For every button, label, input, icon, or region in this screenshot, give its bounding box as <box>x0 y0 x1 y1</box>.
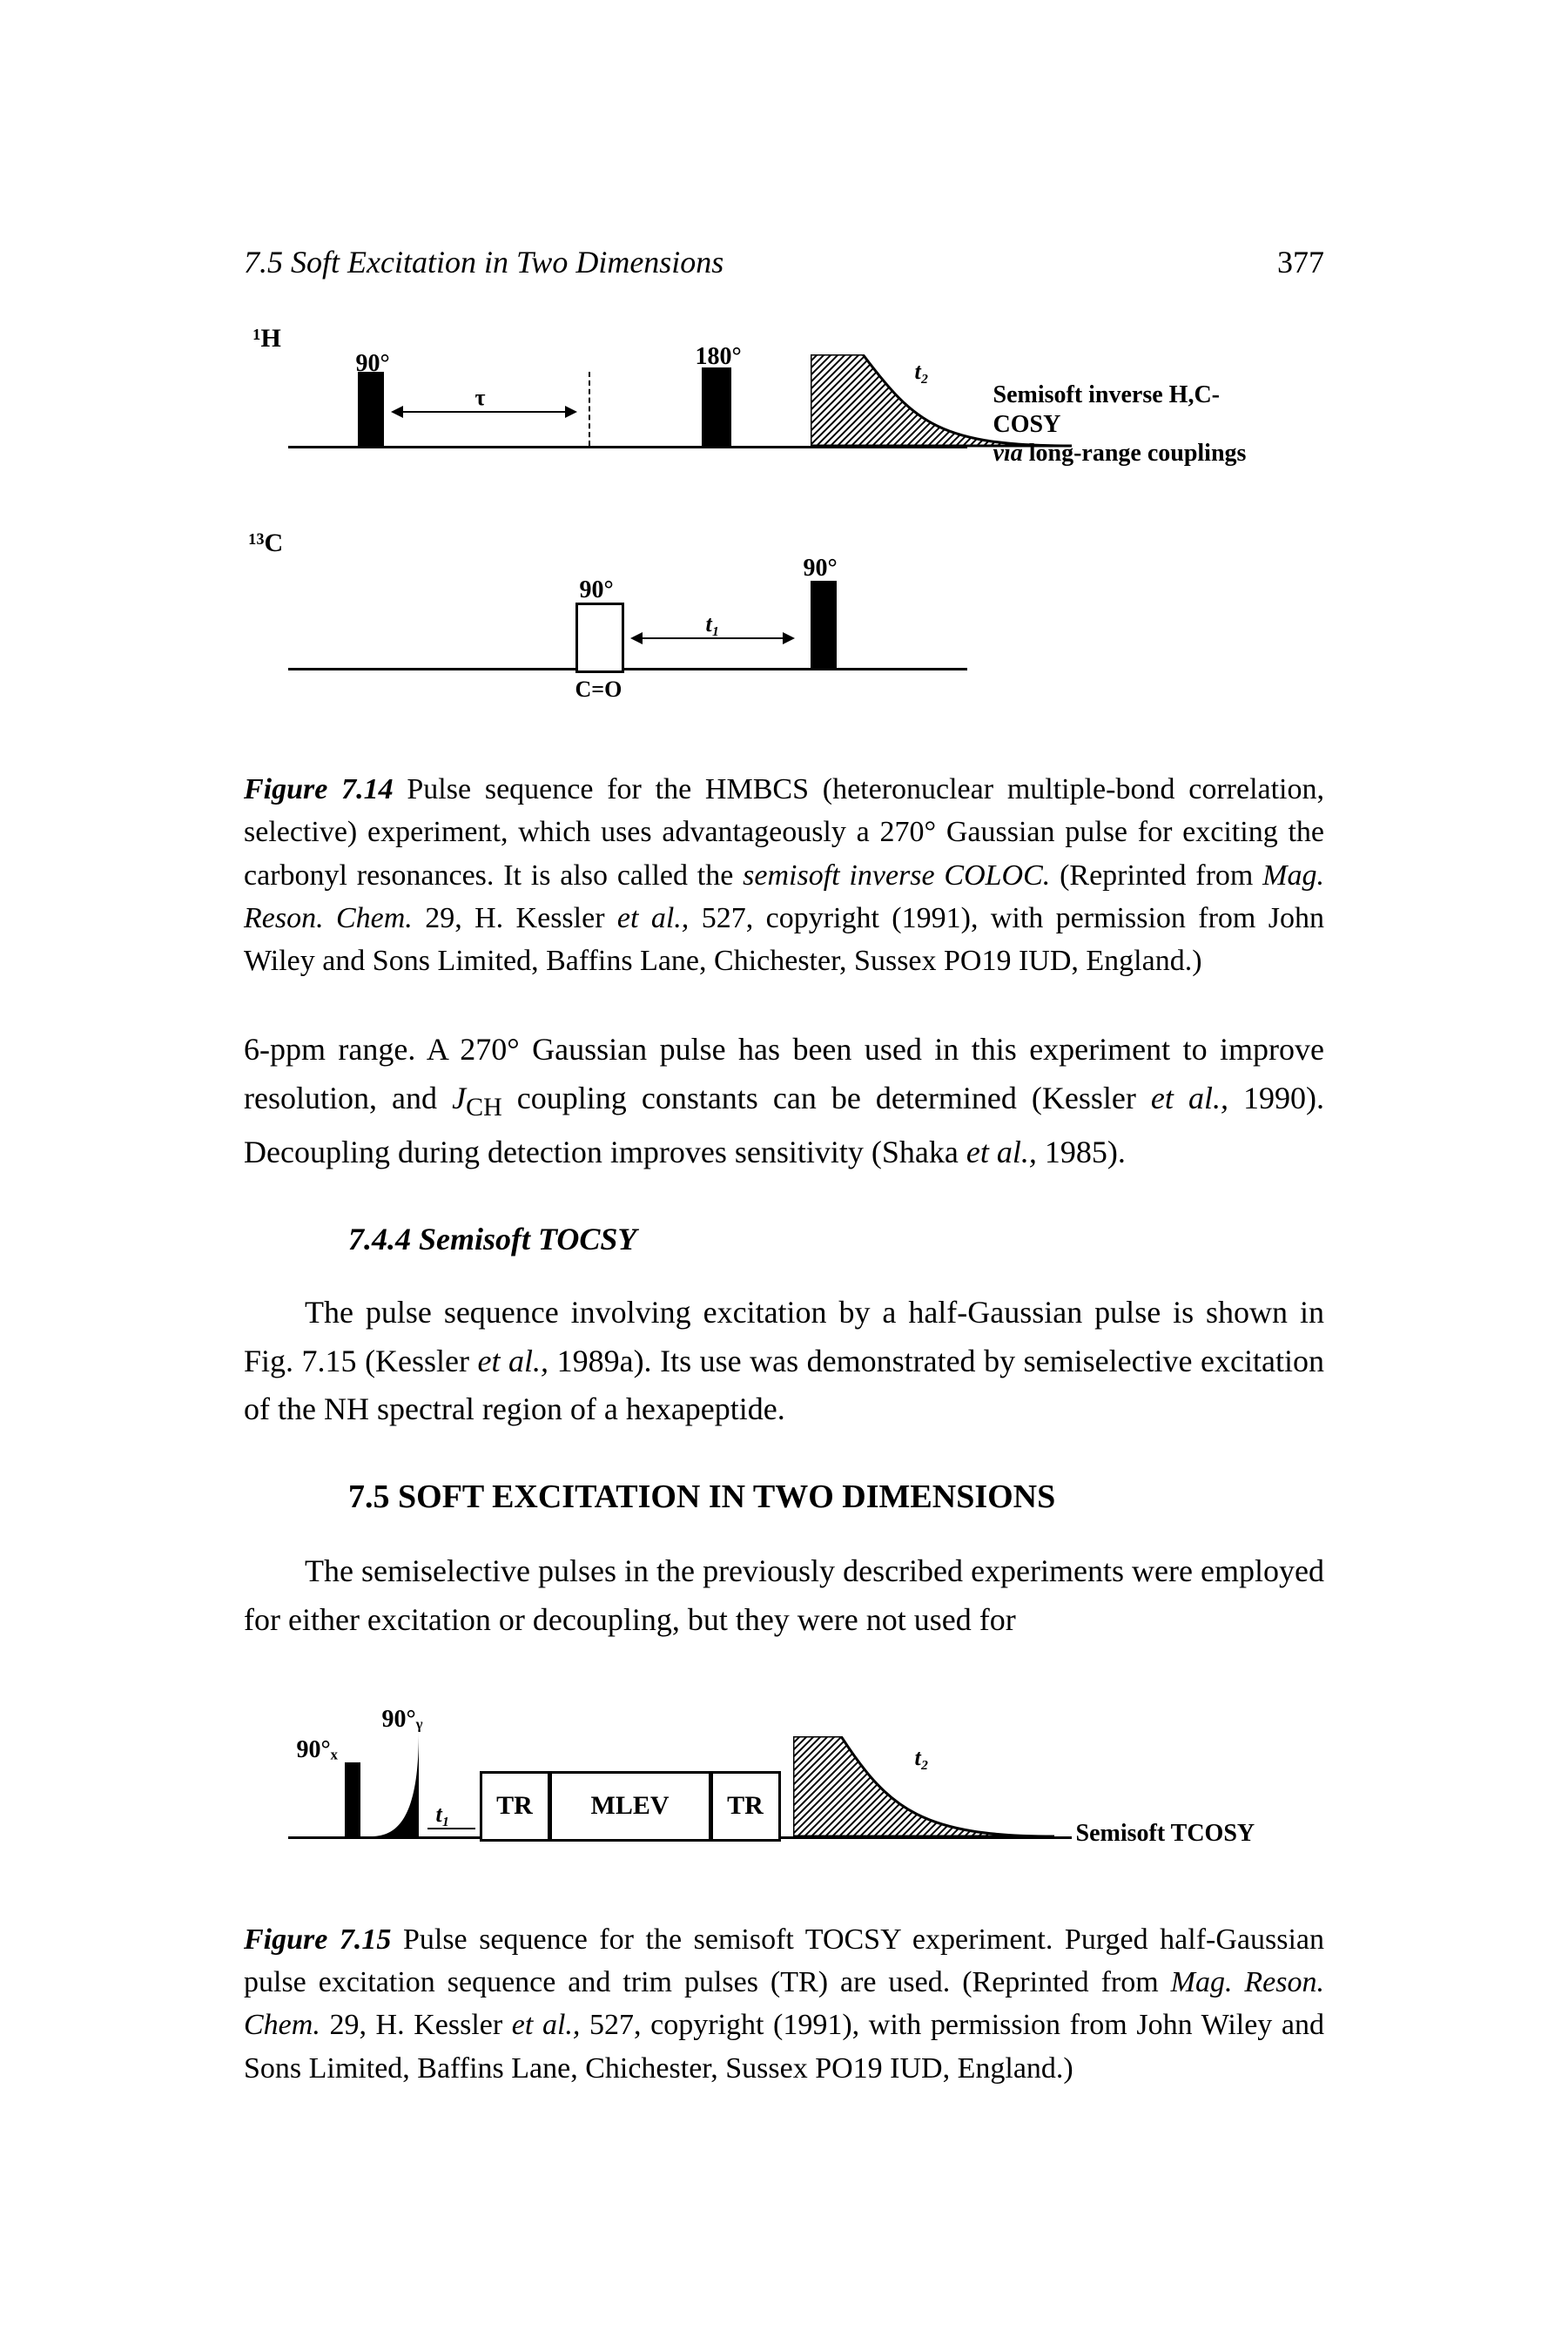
figure-label-715: Figure 7.15 <box>244 1923 391 1956</box>
running-header: 7.5 Soft Excitation in Two Dimensions 37… <box>244 244 1324 280</box>
tau-arrow <box>393 411 575 413</box>
tr-box-1: TR <box>480 1771 550 1842</box>
pulse-90 <box>358 372 384 446</box>
half-gaussian-icon <box>371 1732 432 1841</box>
t1-arrow <box>632 637 793 639</box>
annot-via: via <box>993 440 1023 467</box>
annot-rest: long-range couplings <box>1023 440 1247 467</box>
p90x-label: 90°ₓ <box>297 1736 338 1764</box>
caption-715: Figure 7.15 Pulse sequence for the semis… <box>244 1918 1324 2090</box>
caption-text-e: 29, H. Kessler <box>413 902 617 934</box>
pulse-90c <box>811 581 837 668</box>
tr-box-2: TR <box>710 1771 781 1842</box>
sechead-75: 7.5 SOFT EXCITATION IN TWO DIMENSIONS <box>348 1478 1324 1516</box>
jch-j: J <box>452 1081 466 1115</box>
pulse-90x <box>345 1762 360 1836</box>
figure-715-diagram: 90°ₓ 90°ᵧ t₁ TR MLEV TR t₂ Semisoft TCOS… <box>288 1688 1281 1889</box>
caption-text-b: semisoft inverse COLOC. <box>743 859 1050 892</box>
soft-90-label: 90° <box>580 576 614 604</box>
figure-714-diagram: ¹H 90° τ 180° t₂ <box>288 324 1281 733</box>
fig715-annotation: Semisoft TCOSY <box>1076 1819 1255 1849</box>
annot-line-2: via long-range couplings <box>993 439 1289 468</box>
soft-pulse-co <box>575 603 624 673</box>
pulse-180 <box>702 367 731 446</box>
para1-d: 1985). <box>1037 1135 1126 1169</box>
figure-714: ¹H 90° τ 180° t₂ <box>244 324 1324 733</box>
t1-underline <box>427 1828 475 1829</box>
dotted-divider <box>589 372 590 446</box>
t1-label: t₁ <box>706 611 720 637</box>
para1-b: coupling constants can be determined (Ke… <box>502 1081 1151 1115</box>
tau-label: τ <box>475 385 486 411</box>
annot-line-1: Semisoft inverse H,C- COSY <box>993 381 1289 439</box>
channel-label-h: ¹H <box>253 324 281 354</box>
channel-label-c: ¹³C <box>249 529 284 558</box>
figure-label: Figure 7.14 <box>244 773 394 805</box>
etal-2: et al., <box>966 1135 1037 1169</box>
page-number: 377 <box>1277 244 1324 280</box>
t1-715-label: t₁ <box>436 1802 450 1828</box>
etal-715: et al., <box>512 2009 581 2041</box>
axis-c <box>288 668 967 670</box>
caption715-a: Pulse sequence for the semisoft TOCSY ex… <box>244 1923 1324 1998</box>
caption-text-c: (Reprinted from <box>1050 859 1262 892</box>
jch-sub: CH <box>466 1093 502 1122</box>
fig714-annotation: Semisoft inverse H,C- COSY via long-rang… <box>993 381 1289 468</box>
caption-714: Figure 7.14 Pulse sequence for the HMBCS… <box>244 768 1324 982</box>
etal: et al., <box>617 902 689 934</box>
body-para-2: The pulse sequence involving excitation … <box>244 1289 1324 1434</box>
p90y-label: 90°ᵧ <box>382 1706 423 1734</box>
t2-715-label: t₂ <box>915 1745 929 1771</box>
mlev-box: MLEV <box>549 1771 711 1842</box>
page: 7.5 Soft Excitation in Two Dimensions 37… <box>0 0 1568 2351</box>
body-para-1: 6-ppm range. A 270° Gaussian pulse has b… <box>244 1026 1324 1176</box>
body-para-3: The semiselective pulses in the previous… <box>244 1547 1324 1645</box>
subhead-744: 7.4.4 Semisoft TOCSY <box>348 1221 1324 1257</box>
etal-3: et al., <box>478 1344 549 1378</box>
fid-715-icon <box>793 1736 1072 1839</box>
t2-label-h: t₂ <box>915 359 929 385</box>
pulse-90c-label: 90° <box>804 555 838 583</box>
section-title: 7.5 Soft Excitation in Two Dimensions <box>244 244 723 280</box>
etal-1: et al., <box>1151 1081 1228 1115</box>
co-label: C=O <box>575 677 622 703</box>
caption715-c: 29, H. Kessler <box>320 2009 512 2041</box>
